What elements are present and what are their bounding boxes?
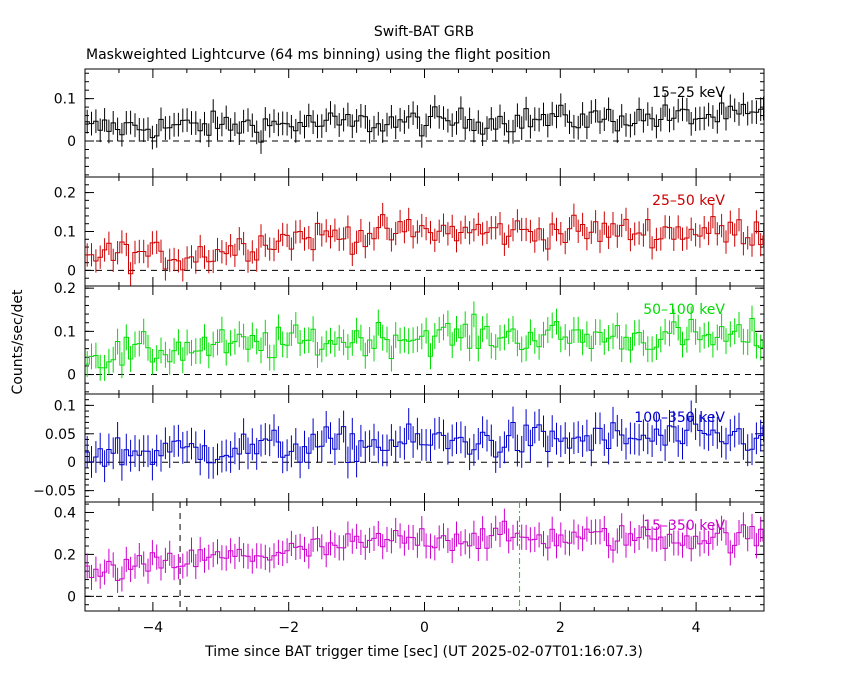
y-tick-label: 0.2 xyxy=(54,547,76,563)
panel-label: 25–50 keV xyxy=(652,193,725,209)
panel-label: 15–350 keV xyxy=(643,518,725,534)
y-tick-label: 0 xyxy=(67,455,76,471)
lightcurve-steps xyxy=(85,214,764,275)
lightcurve-steps xyxy=(85,415,764,467)
y-tick-label: 0 xyxy=(67,134,76,150)
y-tick-label: 0.2 xyxy=(54,281,76,297)
y-tick-label: 0.1 xyxy=(54,398,76,414)
y-tick-label: 0 xyxy=(67,263,76,279)
lightcurve-steps xyxy=(85,102,764,143)
chart-subtitle: Maskweighted Lightcurve (64 ms binning) … xyxy=(86,47,551,63)
x-axis-label: Time since BAT trigger time [sec] (UT 20… xyxy=(204,644,643,660)
chart-title: Swift-BAT GRB xyxy=(374,24,474,40)
error-bars xyxy=(86,202,764,286)
x-tick-label: 2 xyxy=(556,620,565,636)
panel-15-25-kev: 0 0.1 15–25 keV xyxy=(54,68,765,178)
panel-label: 50–100 keV xyxy=(643,302,725,318)
x-tick-label: 0 xyxy=(420,620,429,636)
panel-label: 100–350 keV xyxy=(634,410,725,426)
y-tick-label: −0.05 xyxy=(33,484,76,500)
x-tick-label: 4 xyxy=(692,620,701,636)
lightcurve-steps xyxy=(85,520,764,581)
panel-label: 15–25 keV xyxy=(652,85,725,101)
y-tick-label: 0 xyxy=(67,368,76,384)
y-axis-label: Counts/sec/det xyxy=(10,289,26,394)
y-tick-label: 0.1 xyxy=(54,225,76,241)
y-tick-label: 0.1 xyxy=(54,324,76,340)
lightcurve-steps xyxy=(85,313,764,369)
panel-50-100-kev: 0 0.1 0.2 50–100 keV xyxy=(54,281,765,395)
panel-25-50-kev: 0 0.1 0.2 25–50 keV xyxy=(54,176,765,287)
y-tick-label: 0.05 xyxy=(45,427,76,443)
x-tick-label: −4 xyxy=(143,620,164,636)
y-tick-label: 0.2 xyxy=(54,186,76,202)
x-tick-label: −2 xyxy=(278,620,299,636)
y-tick-label: 0.1 xyxy=(54,92,76,108)
y-tick-label: 0.4 xyxy=(54,505,76,521)
panel-15-350-kev: 0 0.2 0.4 15–350 keV −4 −2 0 2 4 xyxy=(54,501,765,636)
y-tick-label: 0 xyxy=(67,589,76,605)
panel-100-350-kev: −0.05 0 0.05 0.1 100–350 keV xyxy=(33,393,765,503)
panels: 0 0.1 15–25 keV 0 0.1 0.2 25–50 keV 0 0.1 0.2 50–1… xyxy=(33,68,765,636)
